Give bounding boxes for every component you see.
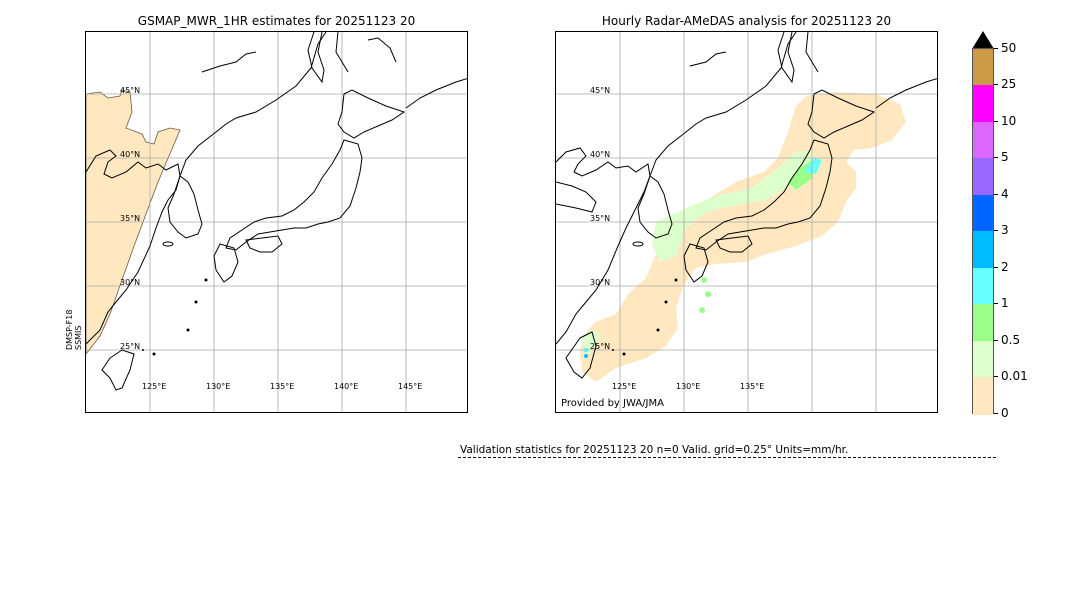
lat-label-30: 30°N [590, 278, 611, 287]
lon-label-140: 140°E [334, 382, 359, 391]
right-map-radar: 45°N 40°N 35°N 30°N 25°N 125°E 130°E 135… [555, 31, 938, 413]
colorbar-tick-0: 0 [994, 406, 1009, 420]
lat-label-45: 45°N [590, 86, 611, 95]
data-credit: Provided by JWA/JMA [561, 398, 664, 409]
lon-label-135: 135°E [740, 382, 765, 391]
lat-label-35: 35°N [590, 214, 611, 223]
colorbar-tick-4: 4 [994, 187, 1009, 201]
satellite-sensor-label: DMSP-F18 SSMIS [60, 309, 83, 352]
right-map-canvas [556, 32, 937, 412]
lon-label-135: 135°E [270, 382, 295, 391]
lat-label-35: 35°N [120, 214, 141, 223]
lat-label-30: 30°N [120, 278, 141, 287]
colorbar-seg-0.01-0.5 [973, 341, 993, 377]
colorbar-seg-2-3 [973, 231, 993, 268]
colorbar-seg-0.5-1 [973, 304, 993, 341]
colorbar-tick-10: 10 [994, 114, 1016, 128]
colorbar-tick-50: 50 [994, 41, 1016, 55]
lat-label-25: 25°N [590, 342, 611, 351]
colorbar [972, 48, 994, 415]
left-map-gsmap: 45°N 40°N 35°N 30°N 25°N 125°E 130°E 135… [85, 31, 468, 413]
lon-label-130: 130°E [206, 382, 231, 391]
colorbar-seg-0-0.01 [973, 377, 993, 415]
colorbar-tick-2: 2 [994, 260, 1009, 274]
lon-label-130: 130°E [676, 382, 701, 391]
satellite-name: DMSP-F18 [65, 309, 74, 350]
colorbar-tick-0.01: 0.01 [994, 369, 1028, 383]
colorbar-seg-1-2 [973, 268, 993, 304]
sensor-name: SSMIS [74, 325, 83, 351]
colorbar-tick-5: 5 [994, 150, 1009, 164]
colorbar-tick-1: 1 [994, 296, 1009, 310]
colorbar-seg-10-25 [973, 85, 993, 122]
validation-divider [458, 457, 996, 458]
colorbar-extend-arrow-icon [972, 31, 994, 49]
left-map-title: GSMAP_MWR_1HR estimates for 20251123 20 [137, 14, 416, 28]
lon-label-125: 125°E [612, 382, 637, 391]
colorbar-seg-3-4 [973, 195, 993, 231]
validation-statistics: Validation statistics for 20251123 20 n=… [460, 444, 849, 456]
lon-label-125: 125°E [142, 382, 167, 391]
right-map-title: Hourly Radar-AMeDAS analysis for 2025112… [601, 14, 892, 28]
colorbar-tick-25: 25 [994, 77, 1016, 91]
colorbar-tick-3: 3 [994, 223, 1009, 237]
colorbar-seg-5-10 [973, 122, 993, 158]
left-map-canvas [86, 32, 467, 412]
lat-label-45: 45°N [120, 86, 141, 95]
colorbar-tick-0.5: 0.5 [994, 333, 1020, 347]
lat-label-40: 40°N [120, 150, 141, 159]
lat-label-25: 25°N [120, 342, 141, 351]
colorbar-seg-4-5 [973, 158, 993, 195]
colorbar-seg-25-50 [973, 49, 993, 85]
lat-label-40: 40°N [590, 150, 611, 159]
lon-label-145: 145°E [398, 382, 423, 391]
